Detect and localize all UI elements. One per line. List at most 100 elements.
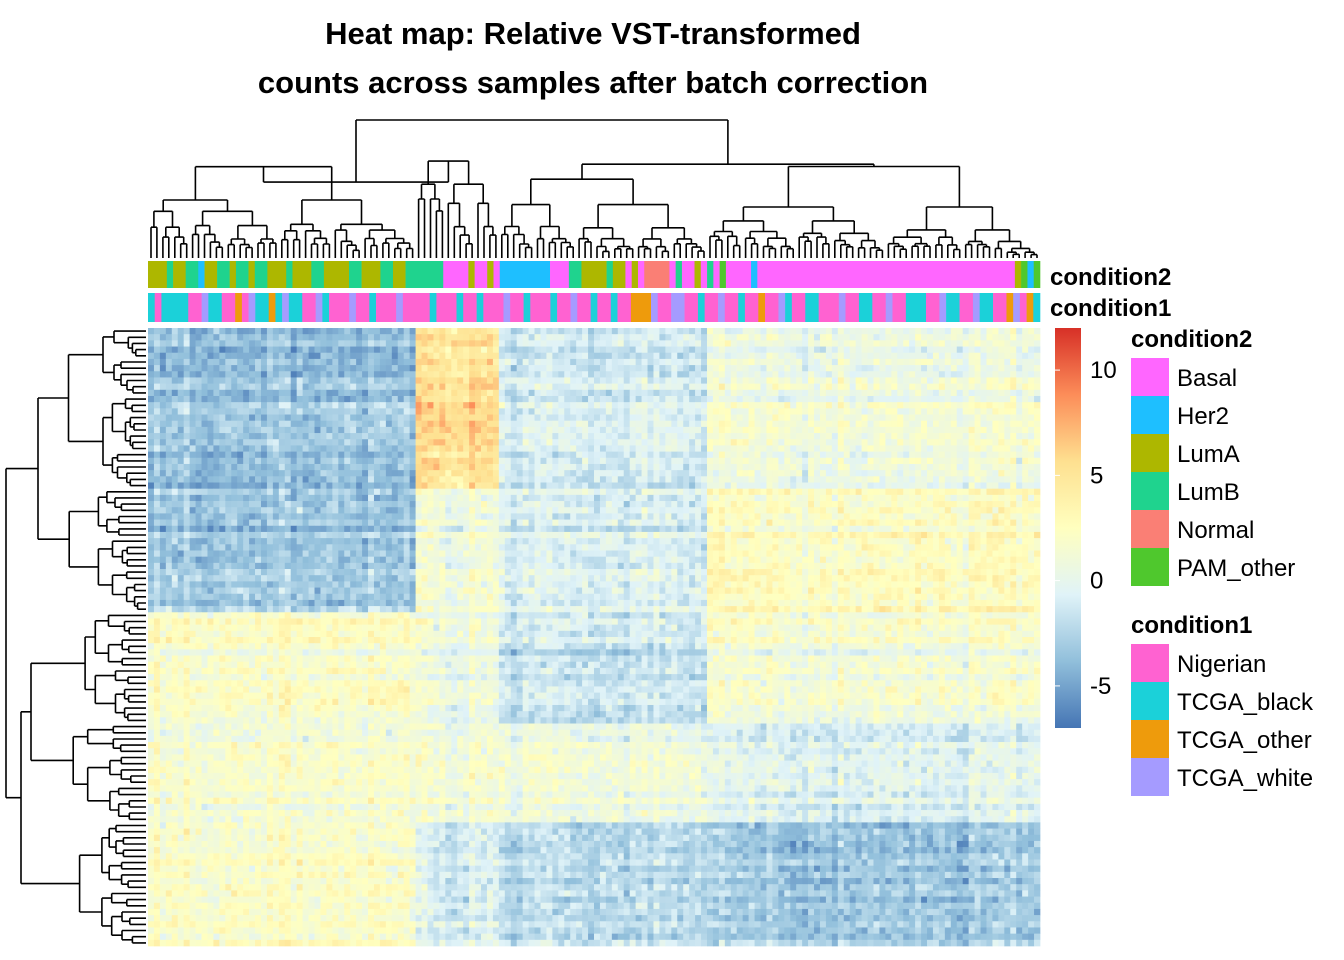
- heatmap-cell: [409, 457, 416, 465]
- heatmap-cell: [391, 352, 399, 360]
- heatmap-cell: [766, 457, 773, 465]
- heatmap-cell: [546, 439, 553, 446]
- heatmap-cell: [237, 463, 244, 471]
- heatmap-cell: [564, 389, 571, 397]
- heatmap-cell: [403, 494, 411, 502]
- column-dendrogram: [150, 119, 1038, 258]
- heatmap-cell: [528, 470, 535, 477]
- heatmap-cell: [492, 457, 500, 465]
- heatmap-cell: [195, 476, 202, 483]
- heatmap-cell: [861, 519, 868, 527]
- heatmap-cell: [272, 494, 280, 502]
- annotation-cell-lumb: [380, 261, 394, 288]
- heatmap-cell: [837, 340, 845, 347]
- heatmap-cell: [237, 402, 244, 409]
- heatmap-cell: [481, 426, 488, 434]
- heatmap-cell: [695, 494, 702, 502]
- heatmap-cell: [617, 402, 625, 409]
- heatmap-cell: [243, 402, 250, 409]
- heatmap-cell: [849, 445, 857, 452]
- heatmap-cell: [231, 457, 238, 465]
- heatmap-cell: [1034, 463, 1041, 471]
- heatmap-cell: [611, 426, 619, 434]
- heatmap-cell: [195, 408, 202, 415]
- heatmap-cell: [481, 408, 488, 415]
- heatmap-cell: [665, 457, 672, 465]
- heatmap-cell: [266, 414, 274, 422]
- chart-title-line-1: Heat map: Relative VST-transformed: [325, 16, 861, 51]
- condition1-annotation-label: condition1: [1050, 295, 1171, 322]
- annotation-cell-basal: [725, 261, 752, 288]
- heatmap-cell: [766, 389, 773, 397]
- heatmap-cell: [344, 358, 351, 366]
- heatmap-cell: [659, 334, 666, 341]
- heatmap-cell: [498, 463, 506, 471]
- heatmap-cell: [391, 433, 399, 440]
- heatmap-cell: [677, 408, 684, 415]
- heatmap-cell: [938, 408, 946, 415]
- heatmap-cell: [748, 420, 755, 428]
- heatmap-cell: [861, 501, 868, 508]
- heatmap-cell: [980, 377, 987, 384]
- heatmap-cell: [921, 457, 928, 465]
- heatmap-cell: [1028, 513, 1035, 520]
- heatmap-cell: [272, 389, 280, 397]
- heatmap-cell: [308, 346, 315, 354]
- heatmap-cell: [243, 482, 250, 490]
- heatmap-cell: [974, 402, 981, 409]
- heatmap-cell: [540, 519, 547, 527]
- heatmap-cell: [623, 445, 631, 452]
- annotation-cell-luma: [1014, 261, 1022, 288]
- heatmap-cell: [231, 414, 238, 422]
- heatmap-cell: [302, 494, 309, 502]
- heatmap-cell: [927, 414, 934, 422]
- heatmap-cell: [1022, 445, 1029, 452]
- heatmap-cell: [903, 334, 910, 341]
- annotation-cell-luma: [631, 261, 639, 288]
- heatmap-cell: [1034, 476, 1041, 483]
- heatmap-cell: [677, 352, 684, 360]
- heatmap-cell: [1010, 334, 1017, 341]
- heatmap-cell: [677, 433, 684, 440]
- heatmap-cell: [308, 365, 315, 372]
- heatmap-cell: [373, 457, 381, 465]
- heatmap-cell: [617, 433, 625, 440]
- heatmap-cell: [290, 433, 298, 440]
- annotation-cell-nigerian: [221, 293, 236, 322]
- heatmap-cell: [486, 402, 494, 409]
- heatmap-cell: [689, 377, 696, 384]
- heatmap-cell: [968, 420, 975, 428]
- heatmap-cell: [296, 488, 303, 496]
- heatmap-cell: [362, 365, 369, 372]
- heatmap-cell: [772, 340, 779, 347]
- heatmap-cell: [540, 328, 547, 335]
- heatmap-cell: [718, 457, 726, 465]
- heatmap-cell: [308, 463, 315, 471]
- heatmap-cell: [397, 389, 405, 397]
- heatmap-cell: [950, 507, 958, 514]
- heatmap-cell: [558, 476, 565, 483]
- heatmap-cell: [754, 426, 761, 434]
- heatmap-cell: [457, 395, 464, 403]
- heatmap-cell: [873, 507, 880, 514]
- heatmap-cell: [1010, 482, 1017, 490]
- heatmap-cell: [201, 365, 208, 372]
- heatmap-cell: [1034, 519, 1041, 527]
- heatmap-cell: [1016, 328, 1023, 335]
- heatmap-cell: [736, 433, 744, 440]
- heatmap-cell: [159, 414, 167, 422]
- heatmap-cell: [213, 445, 220, 452]
- heatmap-cell: [171, 408, 179, 415]
- heatmap-cell: [320, 445, 327, 452]
- heatmap-cell: [189, 501, 196, 508]
- heatmap-cell: [486, 457, 494, 465]
- heatmap-cell: [290, 365, 298, 372]
- heatmap-cell: [338, 352, 345, 360]
- heatmap-cell: [284, 358, 292, 366]
- heatmap-cell: [623, 470, 631, 477]
- heatmap-cell: [998, 426, 1005, 434]
- annotation-cell-basal: [443, 261, 469, 288]
- heatmap-cell: [183, 470, 190, 477]
- heatmap-cell: [677, 519, 684, 527]
- heatmap-cell: [516, 488, 523, 496]
